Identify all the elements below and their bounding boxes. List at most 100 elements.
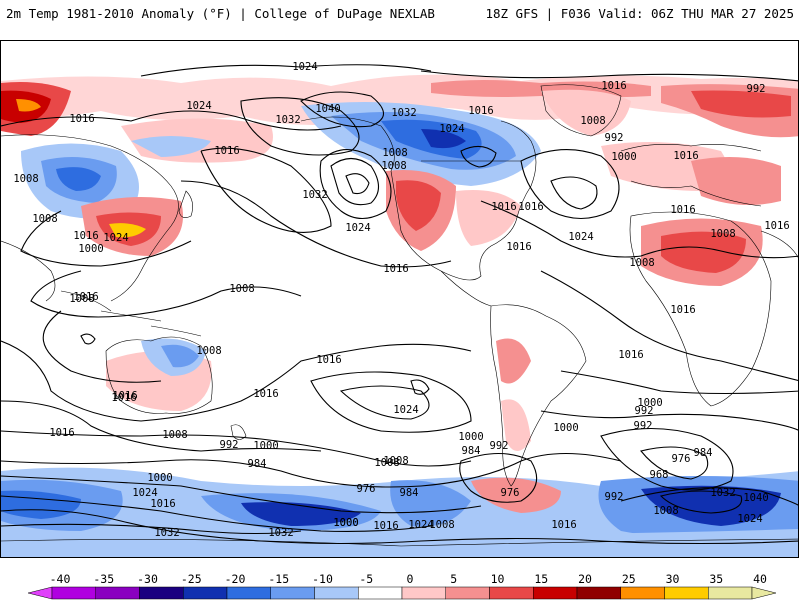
isobar-label: 976 <box>356 483 376 495</box>
isobar-label: 1000 <box>147 472 173 484</box>
colorbar-tick-label: 25 <box>621 572 636 586</box>
isobar-label: 1016 <box>764 220 790 232</box>
isobar-label: 968 <box>649 469 669 481</box>
isobar-label: 1032 <box>391 107 417 119</box>
anomaly-map <box>1 64 798 557</box>
colorbar-tick-label: 30 <box>665 572 680 586</box>
isobar-label: 1008 <box>383 455 409 467</box>
isobar-label: 1016 <box>112 390 138 402</box>
isobar-label: 1024 <box>439 123 465 135</box>
isobar-label: 1024 <box>186 100 212 112</box>
isobar-label: 992 <box>604 132 624 144</box>
isobar-label: 1016 <box>506 241 532 253</box>
isobar-label: 1008 <box>429 519 455 531</box>
colorbar-tick-label: -5 <box>359 572 374 586</box>
isobar-label: 1024 <box>345 222 371 234</box>
isobar-label: 1016 <box>551 519 577 531</box>
isobar-label: 1024 <box>568 231 594 243</box>
colorbar-segment <box>401 586 446 600</box>
isobar-label: 984 <box>693 447 713 459</box>
isobar-label: 1008 <box>13 173 39 185</box>
isobar-label: 992 <box>634 405 654 417</box>
isobar-label: 1016 <box>518 201 544 213</box>
colorbar-tick-label: 10 <box>490 572 505 586</box>
isobar-label: 1000 <box>253 440 279 452</box>
colorbar-segment <box>139 586 184 600</box>
isobar-label: 1008 <box>162 429 188 441</box>
isobar-label: 1040 <box>315 103 341 115</box>
isobar-label: 1024 <box>132 487 158 499</box>
isobar-label: 1016 <box>373 520 399 532</box>
colorbar-tick-label: -25 <box>180 572 202 586</box>
isobar-label: 1008 <box>653 505 679 517</box>
anomaly-shading <box>1 74 798 557</box>
isobar-label: 1016 <box>73 230 99 242</box>
isobar-label: 992 <box>746 83 766 95</box>
colorbar-tick-label: -20 <box>224 572 246 586</box>
isobar-label: 1024 <box>737 513 763 525</box>
isobar-label: 1040 <box>743 492 769 504</box>
colorbar-tick-label: -35 <box>93 572 115 586</box>
isobar-label: 1008 <box>229 283 255 295</box>
map-panel: 1024 1016 992 1024 1040 1032 1008 1032 1024 1016 1… <box>0 40 799 558</box>
isobar-label: 1016 <box>150 498 176 510</box>
colorbar-tick-label: 5 <box>450 572 458 586</box>
colorbar-segment <box>358 586 403 600</box>
isobar-label: 1016 <box>491 201 517 213</box>
colorbar-tick-label: -15 <box>268 572 290 586</box>
isobar-label: 976 <box>671 453 691 465</box>
colorbar-tick-label: 35 <box>709 572 724 586</box>
isobar-label: 1008 <box>69 293 95 305</box>
colorbar-segment <box>620 586 665 600</box>
isobar-label: 1016 <box>69 113 95 125</box>
isobar-label: 1016 <box>316 354 342 366</box>
isobar-label: 1032 <box>268 527 294 539</box>
isobar-label: 1000 <box>553 422 579 434</box>
isobar-label: 1016 <box>111 392 137 404</box>
isobar-label: 1008 <box>382 147 408 159</box>
isobar-label: 1008 <box>374 457 400 469</box>
isobar-label: 1008 <box>629 257 655 269</box>
isobar-label: 1016 <box>601 80 627 92</box>
isobar-label: 1032 <box>710 487 736 499</box>
colorbar-tick-label: -40 <box>49 572 71 586</box>
colorbar-segment <box>314 586 359 600</box>
colorbar-arrow-max <box>751 586 777 600</box>
isobar-label: 1024 <box>393 404 419 416</box>
colorbar-segment <box>489 586 534 600</box>
isobar-label: 1000 <box>458 431 484 443</box>
colorbar-labels: -40 -35 -30 -25 -20 -15 -10 -5 0 5 10 15 20 25 30 35 40 <box>0 572 800 586</box>
isobar-label: 1016 <box>618 349 644 361</box>
colorbar-arrow-min <box>27 586 53 600</box>
isobar-label: 1008 <box>580 115 606 127</box>
isobar-label: 1024 <box>292 61 318 73</box>
isobar-label: 1008 <box>710 228 736 240</box>
colorbar-tick-label: -30 <box>137 572 158 586</box>
isobar-label: 1016 <box>673 150 699 162</box>
coastlines <box>1 84 798 547</box>
colorbar-tick-label: 40 <box>753 572 767 586</box>
colorbar-segment <box>445 586 490 600</box>
colorbar-segment <box>664 586 709 600</box>
isobar-label: 1008 <box>196 345 222 357</box>
isobar-label: 984 <box>399 487 419 499</box>
isobar-label: 992 <box>604 491 624 503</box>
isobar-label: 1032 <box>154 527 180 539</box>
isobar-label: 976 <box>500 487 520 499</box>
isobar-label: 1016 <box>73 291 99 303</box>
isobar-label: 1016 <box>383 263 409 275</box>
colorbar-segment <box>270 586 315 600</box>
colorbar-tick-label: -10 <box>312 572 333 586</box>
colorbar-segment <box>576 586 621 600</box>
colorbar-tick-label: 15 <box>534 572 549 586</box>
isobar-label: 984 <box>247 458 267 470</box>
isobar-label: 1016 <box>670 304 696 316</box>
isobar-label: 1000 <box>611 151 637 163</box>
isobar-label: 1016 <box>670 204 696 216</box>
isobar-label: 984 <box>461 445 481 457</box>
isobar-label: 1016 <box>49 427 75 439</box>
colorbar-segment <box>183 586 228 600</box>
map-title: 2m Temp 1981-2010 Anomaly (°F) | College… <box>6 6 435 21</box>
anomaly-colorbar <box>27 586 777 600</box>
isobar-label: 1032 <box>275 114 301 126</box>
